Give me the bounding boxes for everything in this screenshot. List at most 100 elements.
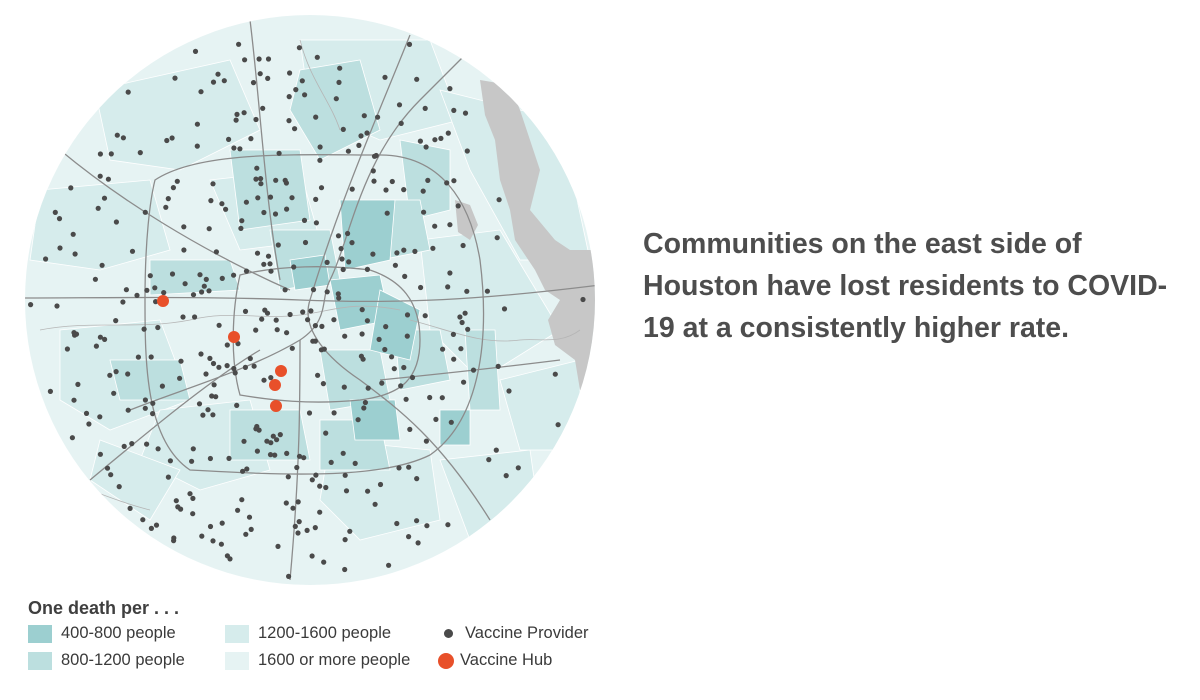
vaccine-provider-dot: [226, 136, 232, 142]
vaccine-provider-dot: [121, 443, 127, 449]
vaccine-provider-dot: [250, 80, 257, 86]
vaccine-provider-dot: [161, 290, 167, 296]
vaccine-provider-dot: [286, 118, 292, 124]
vaccine-provider-dot: [231, 272, 237, 278]
vaccine-provider-dot: [169, 271, 176, 277]
vaccine-provider-dot: [142, 397, 148, 403]
vaccine-provider-dot: [515, 465, 521, 471]
vaccine-provider-dot: [97, 451, 103, 457]
vaccine-provider-dot: [496, 197, 502, 203]
community-choropleth: [29, 39, 591, 541]
southwest-freeway: [89, 349, 261, 481]
vaccine-provider-dot: [314, 54, 320, 60]
vaccine-provider-dot: [267, 452, 274, 458]
vaccine-provider-dot: [272, 452, 278, 458]
vaccine-provider-dot: [414, 518, 420, 524]
vaccine-provider-dot: [52, 209, 58, 215]
vaccine-provider-dot: [309, 553, 315, 559]
vaccine-provider-dot: [335, 291, 341, 297]
legend-label: 800-1200 people: [61, 651, 185, 669]
vaccine-provider-dot: [178, 506, 184, 512]
vaccine-provider-dot: [445, 284, 451, 290]
vaccine-provider-dot: [445, 130, 451, 136]
vaccine-provider-dot: [371, 153, 378, 159]
vaccine-provider-dot: [264, 438, 270, 444]
vaccine-provider-dot: [47, 388, 54, 394]
vaccine-provider-dot: [447, 222, 453, 228]
vaccine-provider-dot: [226, 455, 232, 461]
vaccine-provider-dot: [99, 262, 105, 268]
vaccine-provider-dot: [317, 509, 323, 515]
interstate-10: [25, 284, 595, 303]
legend-label: 1200-1600 people: [258, 624, 392, 642]
legend-swatch: [28, 624, 52, 643]
community-area: [229, 149, 311, 231]
vaccine-provider-dot: [324, 259, 330, 265]
vaccine-provider-dot: [401, 187, 407, 193]
vaccine-provider-dot: [210, 360, 217, 367]
vaccine-hub-marker: [270, 400, 282, 412]
vaccine-provider-dot: [57, 245, 63, 251]
vaccine-provider-dot: [116, 484, 122, 490]
vaccine-provider-dot: [295, 499, 301, 505]
vaccine-provider-dot: [503, 473, 509, 479]
vaccine-provider-dot: [342, 566, 348, 573]
map-legend: One death per . . . 400-800 people 800-1…: [28, 598, 648, 678]
vaccine-provider-dot: [447, 270, 453, 276]
vaccine-provider-dot: [227, 556, 233, 562]
vaccine-provider-dot: [123, 287, 129, 293]
vaccine-provider-dot: [137, 150, 143, 156]
vaccine-provider-dot: [445, 522, 451, 528]
vaccine-provider-dot: [242, 57, 248, 63]
vaccine-provider-dot: [301, 217, 308, 223]
map-headline: Communities on the east side of Houston …: [643, 228, 1168, 344]
vaccine-provider-dot: [111, 390, 117, 396]
legend-item-800-1200: 800-1200 people: [28, 651, 185, 670]
vaccine-provider-dot: [324, 289, 330, 295]
legend-item-1600-plus: 1600 or more people: [225, 651, 410, 670]
vaccine-provider-dot: [125, 371, 131, 377]
vaccine-provider-dot: [159, 383, 165, 389]
vaccine-provider-dot: [125, 89, 131, 95]
vaccine-provider-dot: [404, 333, 410, 339]
vaccine-provider-dot: [142, 209, 148, 215]
vaccine-provider-dot: [251, 363, 257, 369]
vaccine-provider-dot: [340, 450, 346, 456]
hub-dot-icon: [438, 652, 454, 669]
legend-label: 400-800 people: [61, 624, 176, 642]
community-area: [29, 179, 171, 271]
vaccine-provider-dot: [433, 416, 439, 422]
vaccine-provider-dot: [165, 196, 171, 202]
vaccine-provider-dot: [308, 308, 314, 314]
vaccine-provider-dot: [235, 507, 241, 513]
vaccine-provider-dot: [555, 422, 561, 428]
vaccine-provider-dot: [241, 110, 247, 116]
vaccine-provider-dot: [241, 438, 247, 444]
vaccine-provider-dot: [486, 457, 492, 463]
vaccine-provider-dot: [359, 307, 365, 313]
vaccine-provider-dot: [383, 187, 389, 193]
highway-249: [249, 19, 281, 281]
vaccine-provider-dot: [125, 407, 131, 413]
vaccine-provider-dot: [341, 384, 347, 390]
vaccine-provider-dot: [376, 336, 382, 342]
vaccine-provider-dot: [155, 324, 161, 331]
vaccine-provider-dot: [470, 367, 477, 373]
vaccine-provider-dot: [247, 355, 253, 362]
vaccine-provider-dot: [401, 247, 407, 253]
vaccine-provider-dot: [254, 165, 260, 171]
vaccine-provider-dot: [210, 412, 216, 418]
vaccine-provider-dot: [345, 148, 351, 154]
vaccine-provider-dot: [135, 354, 141, 360]
vaccine-provider-dot: [432, 137, 438, 143]
vaccine-provider-dot: [394, 250, 400, 256]
vaccine-provider-dot: [358, 353, 364, 359]
vaccine-provider-dot: [394, 520, 400, 527]
vaccine-hubs: [157, 295, 287, 412]
vaccine-provider-dot: [310, 287, 317, 293]
vaccine-provider-dot: [254, 250, 261, 256]
vaccine-provider-dot: [272, 211, 279, 217]
vaccine-provider-dot: [75, 381, 81, 387]
vaccine-provider-dot: [181, 224, 187, 230]
vaccine-provider-dot: [207, 523, 214, 530]
